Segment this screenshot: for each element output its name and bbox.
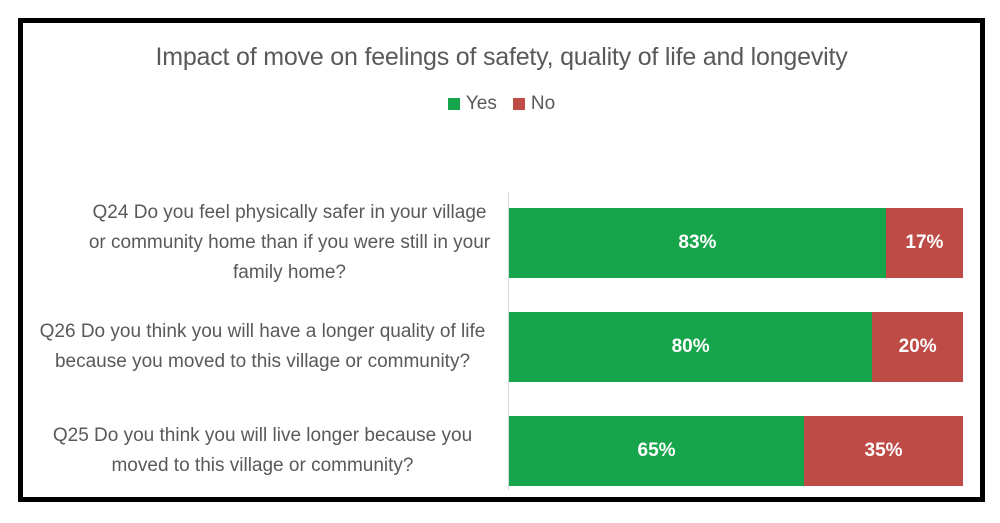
category-label: Q24 Do you feel physically safer in your… (88, 202, 491, 283)
category-label: Q26 Do you think you will have a longer … (39, 321, 486, 372)
legend-swatch-yes-icon (447, 98, 460, 110)
bar-track: 80% 20% (509, 312, 963, 382)
legend-item-yes: Yes (447, 93, 497, 115)
legend-label-yes: Yes (465, 93, 497, 114)
data-label-no: 35% (864, 440, 903, 461)
legend-swatch-no-icon (512, 98, 525, 110)
legend-item-no: No (512, 93, 556, 115)
data-label-no: 17% (905, 232, 944, 253)
bar-segment-yes: 83% (509, 208, 886, 278)
chart-legend: Yes No (23, 93, 980, 115)
data-label-yes: 80% (671, 336, 710, 357)
chart-title: Impact of move on feelings of safety, qu… (155, 43, 848, 71)
data-label-yes: 65% (637, 440, 676, 461)
data-label-yes: 83% (678, 232, 717, 253)
chart-row: Q24 Do you feel physically safer in your… (23, 202, 980, 283)
chart-frame: Impact of move on feelings of safety, qu… (18, 18, 985, 502)
bar-segment-no: 17% (885, 208, 963, 278)
bar-track: 65% 35% (509, 416, 963, 486)
category-label: Q25 Do you think you will live longer be… (52, 425, 473, 476)
chart-row: Q25 Do you think you will live longer be… (23, 416, 980, 486)
bar-track: 83% 17% (509, 208, 963, 278)
bar-segment-yes: 80% (509, 312, 873, 382)
chart-row: Q26 Do you think you will have a longer … (23, 312, 980, 382)
legend-label-no: No (530, 93, 556, 114)
bar-segment-yes: 65% (509, 416, 805, 486)
category-axis-line (508, 192, 509, 490)
data-label-no: 20% (898, 336, 937, 357)
plot-area: Q24 Do you feel physically safer in your… (23, 192, 980, 490)
bar-segment-no: 35% (804, 416, 963, 486)
bar-segment-no: 20% (872, 312, 963, 382)
